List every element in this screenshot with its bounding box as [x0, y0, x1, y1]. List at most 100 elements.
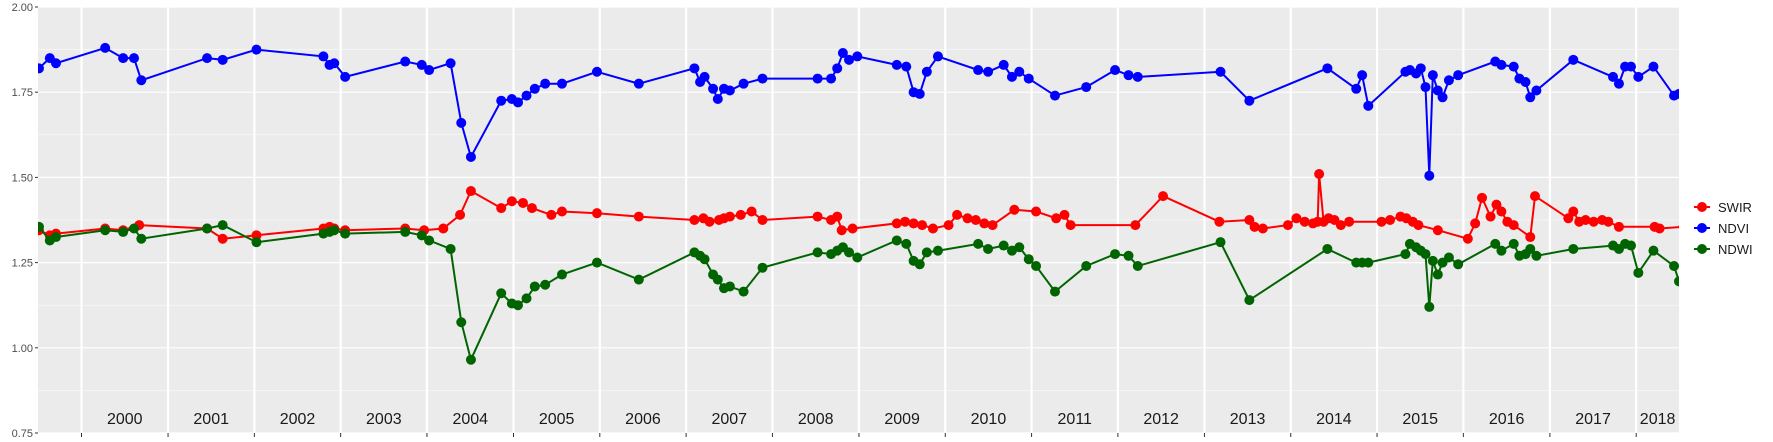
data-point — [591, 208, 602, 219]
data-point — [1443, 252, 1454, 263]
data-point — [1453, 259, 1464, 270]
data-point — [1490, 238, 1501, 249]
year-label: 2008 — [798, 411, 834, 428]
y-axis: 0.75 1.00 1.25 1.50 1.75 2.00 — [12, 2, 38, 440]
data-point — [1322, 63, 1333, 74]
data-point — [1432, 269, 1443, 280]
year-label: 2009 — [884, 411, 920, 428]
data-point — [445, 58, 456, 69]
year-label: 2003 — [366, 411, 402, 428]
data-point — [1420, 249, 1431, 260]
data-point — [757, 262, 768, 273]
gridlines — [38, 6, 1679, 434]
data-point — [973, 238, 984, 249]
data-point — [973, 65, 984, 76]
data-point — [416, 230, 427, 241]
data-point — [1299, 216, 1310, 227]
data-point — [983, 66, 994, 77]
data-point — [318, 51, 329, 62]
legend-label: SWIR — [1718, 200, 1752, 215]
data-point — [1257, 223, 1268, 234]
data-point — [1049, 90, 1060, 101]
data-point — [1768, 268, 1773, 278]
data-point — [908, 218, 919, 229]
year-label: 2010 — [971, 411, 1007, 428]
data-point — [1424, 301, 1435, 312]
data-point — [340, 71, 351, 82]
year-label: 2000 — [107, 411, 143, 428]
data-point — [1123, 70, 1134, 81]
data-point — [914, 88, 925, 99]
data-point — [852, 252, 863, 263]
data-point — [921, 66, 932, 77]
series-ndvi — [38, 42, 1773, 181]
data-point — [465, 354, 476, 365]
data-point — [1432, 225, 1443, 236]
data-point — [1363, 257, 1374, 268]
data-point — [591, 66, 602, 77]
data-point — [118, 53, 129, 64]
year-label: 2004 — [452, 411, 488, 428]
data-point — [1059, 209, 1070, 220]
data-point — [1470, 218, 1481, 229]
data-point — [1291, 213, 1302, 224]
series-swir — [38, 168, 1763, 244]
data-point — [50, 232, 61, 243]
data-point — [952, 209, 963, 220]
data-point — [1485, 211, 1496, 222]
data-point — [1568, 243, 1579, 254]
data-point — [546, 209, 557, 220]
data-point — [844, 247, 855, 258]
year-label: 2001 — [193, 411, 229, 428]
data-point — [1244, 295, 1255, 306]
data-point — [1718, 99, 1728, 109]
year-label: 2002 — [280, 411, 316, 428]
data-point — [1625, 61, 1636, 72]
data-point — [521, 293, 532, 304]
data-point — [979, 218, 990, 229]
series-line-ndwi — [38, 224, 1679, 363]
data-point — [1413, 220, 1424, 231]
data-point — [340, 228, 351, 239]
data-point — [1681, 75, 1691, 85]
data-point — [1065, 220, 1076, 231]
data-point — [1654, 223, 1665, 234]
legend-label: NDVI — [1718, 221, 1749, 236]
data-point — [1768, 99, 1773, 109]
data-point — [50, 58, 61, 69]
data-point — [1031, 206, 1042, 217]
data-point — [1031, 261, 1042, 272]
year-label: 2015 — [1402, 411, 1438, 428]
data-point — [329, 225, 340, 236]
data-point — [465, 186, 476, 197]
data-point — [540, 279, 551, 290]
data-point — [724, 211, 735, 222]
data-point — [202, 223, 213, 234]
year-label: 2007 — [711, 411, 747, 428]
data-point — [689, 63, 700, 74]
data-point — [1718, 275, 1728, 285]
data-point — [1214, 216, 1225, 227]
data-point — [998, 59, 1009, 70]
legend-point-key — [1697, 202, 1707, 212]
data-point — [513, 300, 524, 311]
data-point — [100, 42, 111, 53]
data-point — [633, 274, 644, 285]
data-point — [1427, 70, 1438, 81]
data-point — [699, 254, 710, 265]
data-point — [724, 281, 735, 292]
data-point — [251, 44, 262, 55]
data-point — [1023, 73, 1034, 84]
data-point — [1215, 237, 1226, 248]
data-point — [1613, 78, 1624, 89]
data-point — [1753, 224, 1763, 234]
data-point — [1081, 82, 1092, 93]
data-point — [1678, 224, 1679, 230]
data-point — [1568, 206, 1579, 217]
data-point — [1385, 215, 1396, 225]
data-point — [1625, 240, 1636, 251]
data-point — [1357, 70, 1368, 81]
year-label: 2018 — [1640, 411, 1676, 428]
year-label: 2005 — [539, 411, 575, 428]
